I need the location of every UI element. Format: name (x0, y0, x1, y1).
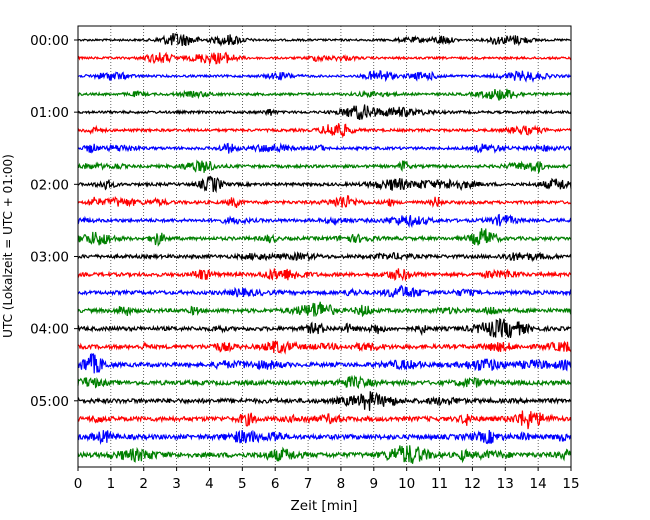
seismic-trace (77, 33, 572, 47)
seismic-trace (77, 159, 572, 175)
x-tick-label: 13 (497, 476, 514, 492)
x-tick-label: 4 (205, 476, 214, 492)
x-tick-label: 5 (238, 476, 247, 492)
y-tick-label: 01:00 (30, 105, 69, 121)
seismic-trace (78, 410, 572, 430)
x-tick-label: 6 (271, 476, 280, 492)
x-tick-label: 12 (464, 476, 481, 492)
seismic-trace (77, 429, 572, 446)
x-tick-label: 7 (304, 476, 313, 492)
x-tick-label: 9 (370, 476, 379, 492)
y-tick-label: 02:00 (30, 177, 69, 193)
seismic-trace (77, 284, 572, 298)
x-tick-label: 2 (139, 476, 148, 492)
y-tick-label: 05:00 (30, 394, 69, 410)
seismic-trace (77, 228, 572, 247)
x-tick-label: 11 (431, 476, 448, 492)
seismic-trace (77, 213, 572, 229)
y-tick-label: 00:00 (30, 33, 69, 49)
seismic-trace (77, 104, 572, 120)
x-tick-label: 14 (530, 476, 547, 492)
y-axis: 00:00 01:00 02:00 03:00 04:00 05:00 (30, 33, 78, 410)
x-tick-label: 1 (107, 476, 116, 492)
seismic-trace (77, 251, 572, 263)
x-tick-label: 3 (172, 476, 181, 492)
y-tick-label: 04:00 (30, 322, 69, 338)
x-axis: 0 1 2 3 4 5 6 7 8 9 10 11 12 13 14 15 (74, 467, 580, 492)
seismic-trace (77, 391, 572, 411)
plot-frame (77, 25, 572, 468)
y-axis-label: UTC (Lokalzeit = UTC + 01:00) (1, 154, 15, 338)
seismic-trace (77, 352, 572, 374)
seismic-trace (77, 301, 572, 318)
x-tick-label: 15 (562, 476, 579, 492)
seismic-trace (77, 268, 572, 282)
seismic-trace (77, 194, 572, 209)
seismic-trace (77, 339, 572, 355)
x-tick-label: 8 (337, 476, 346, 492)
seismic-trace (77, 445, 572, 464)
seismic-trace (77, 51, 572, 66)
seismic-trace (77, 123, 572, 139)
x-tick-label: 10 (398, 476, 415, 492)
seismic-trace (77, 175, 572, 194)
seismic-trace (77, 88, 572, 101)
y-tick-label: 03:00 (30, 249, 69, 265)
seismic-trace (77, 374, 572, 390)
seismic-traces (77, 33, 572, 464)
seismic-trace (77, 317, 572, 339)
x-tick-label: 0 (74, 476, 83, 492)
x-axis-label: Zeit [min] (291, 498, 358, 514)
seismic-trace (77, 70, 572, 83)
seismic-trace (77, 142, 572, 154)
